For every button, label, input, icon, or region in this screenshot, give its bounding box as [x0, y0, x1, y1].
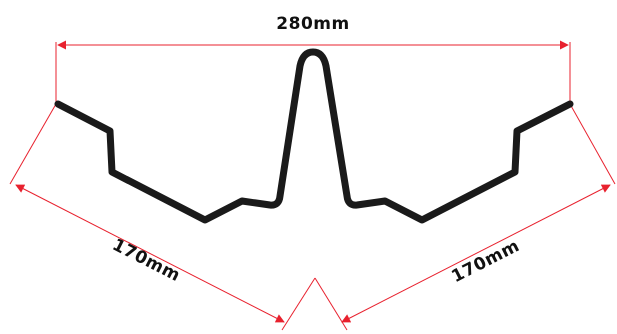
right-dimension-line	[341, 184, 611, 323]
left-dimension-label: 170mm	[109, 235, 183, 286]
left-dimension-line	[15, 184, 285, 323]
top-dimension-label: 280mm	[276, 14, 349, 34]
top-dimension: 280mm	[55, 14, 571, 102]
right-extension-outer	[569, 103, 616, 185]
left-extension-inner	[281, 277, 316, 331]
left-dimension: 170mm	[9, 103, 316, 331]
sheet-profile	[54, 48, 574, 224]
right-dimension: 170mm	[314, 103, 616, 331]
left-extension-outer	[9, 103, 57, 185]
